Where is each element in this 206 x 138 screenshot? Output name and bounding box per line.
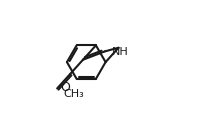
Text: O: O (61, 81, 70, 94)
Text: NH: NH (112, 47, 129, 57)
Text: CH₃: CH₃ (63, 89, 84, 99)
